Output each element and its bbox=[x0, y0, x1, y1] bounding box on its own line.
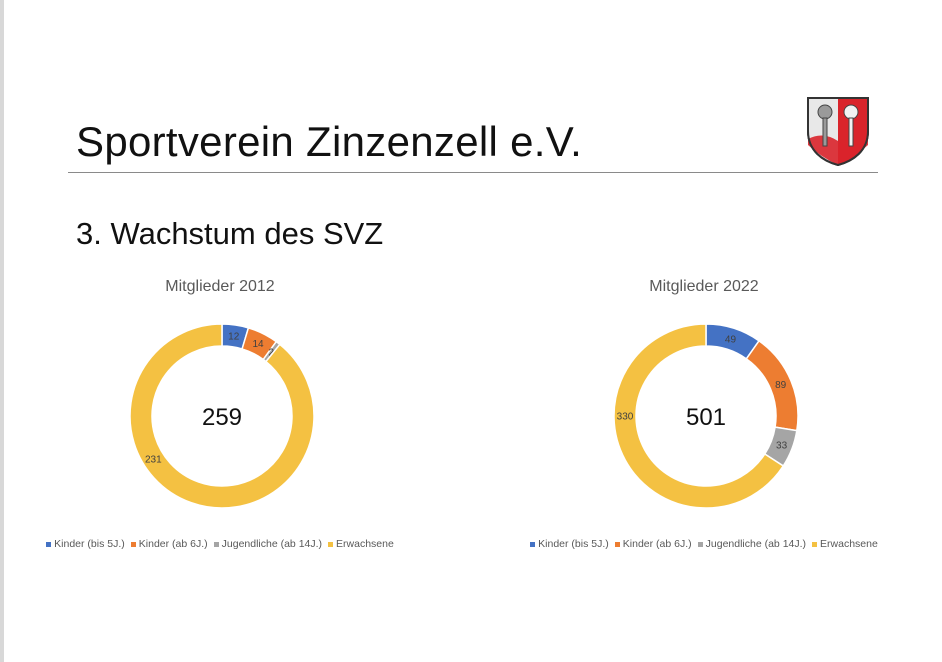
legend-label: Kinder (bis 5J.) bbox=[54, 538, 125, 550]
legend-swatch bbox=[697, 541, 703, 547]
legend-label: Kinder (ab 6J.) bbox=[138, 538, 208, 550]
title-divider bbox=[68, 172, 878, 173]
doughnut-slice bbox=[613, 323, 785, 509]
chart-title: Mitglieder 2012 bbox=[165, 278, 275, 295]
legend-swatch bbox=[530, 541, 536, 547]
doughnut-plot: 12 14 2 231 259 bbox=[129, 323, 315, 509]
section-title: 3. Wachstum des SVZ bbox=[76, 216, 384, 251]
center-total-label: 501 bbox=[686, 404, 726, 431]
doughnut-chart-2012: Mitglieder 2012 12 14 2 231 259 Kinder (bis … bbox=[0, 270, 440, 570]
legend-swatch bbox=[614, 541, 620, 547]
chart-legend: Kinder (bis 5J.) Kinder (ab 6J.) Jugendlic… bbox=[484, 538, 924, 550]
data-label: 12 bbox=[228, 331, 240, 342]
legend-swatch bbox=[130, 541, 136, 547]
legend-item: Kinder (bis 5J.) bbox=[530, 538, 609, 550]
data-label: 231 bbox=[145, 454, 162, 465]
legend-label: Kinder (bis 5J.) bbox=[538, 538, 609, 550]
page-title: Sportverein Zinzenzell e.V. bbox=[76, 118, 583, 165]
chart-title: Mitglieder 2022 bbox=[649, 278, 759, 295]
data-label: 14 bbox=[252, 339, 264, 350]
data-label: 33 bbox=[776, 441, 788, 452]
coat-of-arms-logo bbox=[807, 97, 869, 167]
data-label: 2 bbox=[269, 347, 275, 358]
legend-label: Erwachsene bbox=[820, 538, 878, 550]
legend-item: Kinder (ab 6J.) bbox=[130, 538, 208, 550]
legend-label: Jugendliche (ab 14J.) bbox=[705, 538, 807, 550]
legend-label: Erwachsene bbox=[336, 538, 394, 550]
chart-legend: Kinder (bis 5J.) Kinder (ab 6J.) Jugendlic… bbox=[0, 538, 440, 550]
legend-swatch bbox=[812, 541, 818, 547]
data-label: 330 bbox=[617, 412, 634, 423]
legend-item: Erwachsene bbox=[812, 538, 878, 550]
legend-label: Jugendliche (ab 14J.) bbox=[221, 538, 323, 550]
doughnut-chart-2022: Mitglieder 2022 49 89 33 330 501 Kinder (bis… bbox=[484, 270, 924, 570]
legend-item: Jugendliche (ab 14J.) bbox=[213, 538, 323, 550]
legend-label: Kinder (ab 6J.) bbox=[622, 538, 692, 550]
doughnut-plot: 49 89 33 330 501 bbox=[613, 323, 799, 509]
data-label: 49 bbox=[725, 334, 737, 345]
page-edge bbox=[0, 0, 4, 662]
center-total-label: 259 bbox=[202, 404, 242, 431]
legend-swatch bbox=[328, 541, 334, 547]
legend-item: Jugendliche (ab 14J.) bbox=[697, 538, 807, 550]
legend-swatch bbox=[213, 541, 219, 547]
legend-swatch bbox=[46, 541, 52, 547]
legend-item: Kinder (bis 5J.) bbox=[46, 538, 125, 550]
data-label: 89 bbox=[775, 380, 787, 391]
doughnut-slice bbox=[129, 323, 315, 509]
doughnut-slice bbox=[745, 339, 799, 432]
legend-item: Kinder (ab 6J.) bbox=[614, 538, 692, 550]
legend-item: Erwachsene bbox=[328, 538, 394, 550]
